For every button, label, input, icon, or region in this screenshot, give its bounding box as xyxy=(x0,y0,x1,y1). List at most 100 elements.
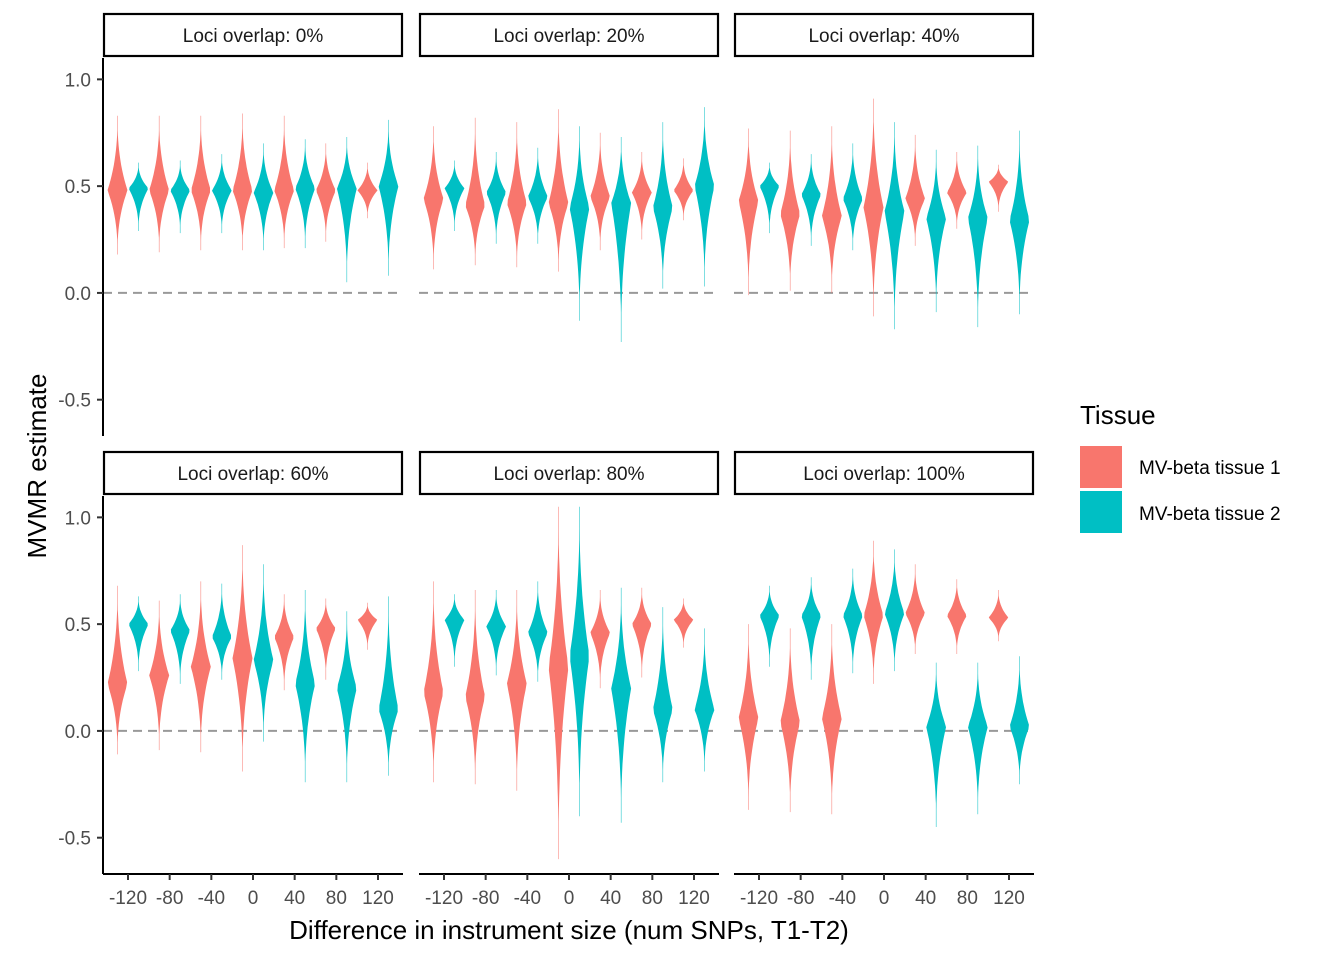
x-tick-label: 120 xyxy=(993,888,1025,909)
violin-tissue-1 xyxy=(780,628,800,813)
violin-tissue-2 xyxy=(486,152,506,244)
violin-tissue-2 xyxy=(1010,656,1029,785)
violin-tissue-2 xyxy=(926,662,946,827)
violin-tissue-2 xyxy=(295,590,315,783)
violin-tissue-1 xyxy=(423,126,444,270)
violin-tissue-1 xyxy=(149,600,170,751)
violin-tissue-2 xyxy=(801,577,821,680)
y-tick-label: 0.5 xyxy=(65,177,91,198)
violin-tissue-1 xyxy=(507,590,527,791)
violin-tissue-2 xyxy=(528,147,548,244)
y-tick-label: 1.0 xyxy=(65,70,91,91)
violin-tissue-1 xyxy=(738,128,759,296)
x-tick-label: 40 xyxy=(915,888,936,909)
facet-strip xyxy=(733,450,1035,496)
facet-strip-label: Loci overlap: 80% xyxy=(493,464,644,485)
violin-tissue-2 xyxy=(570,506,589,817)
violin-tissue-2 xyxy=(129,162,148,231)
violin-tissue-1 xyxy=(316,143,336,242)
x-tick-label: 0 xyxy=(248,888,259,909)
x-tick-label: -40 xyxy=(829,888,856,909)
violin-tissue-2 xyxy=(569,126,590,321)
violin-tissue-2 xyxy=(212,583,231,680)
violin-tissue-1 xyxy=(905,564,925,654)
violin-tissue-1 xyxy=(947,579,967,654)
violin-tissue-1 xyxy=(864,540,883,684)
facet-strip-label: Loci overlap: 0% xyxy=(183,26,324,47)
violin-tissue-2 xyxy=(884,122,905,330)
facet-panel: Loci overlap: 80% xyxy=(418,450,720,860)
violin-tissue-2 xyxy=(129,596,148,672)
violin-tissue-1 xyxy=(357,602,378,650)
violin-tissue-1 xyxy=(191,115,210,251)
violin-tissue-1 xyxy=(190,581,211,753)
violin-tissue-2 xyxy=(253,564,274,742)
x-tick-label: -120 xyxy=(740,888,778,909)
facet-strip xyxy=(418,12,720,58)
violin-tissue-1 xyxy=(149,115,169,253)
x-tick-label: -40 xyxy=(514,888,541,909)
violin-tissue-2 xyxy=(378,119,399,276)
violin-tissue-1 xyxy=(357,162,378,219)
facet-strip-label: Loci overlap: 100% xyxy=(803,464,965,485)
y-tick-label: -0.5 xyxy=(58,391,91,412)
x-tick-label: 0 xyxy=(879,888,890,909)
violin-tissue-2 xyxy=(170,594,190,684)
facet-strip xyxy=(102,450,404,496)
violin-tissue-2 xyxy=(760,162,779,234)
x-tick-label: 40 xyxy=(600,888,621,909)
facet-panel: Loci overlap: 0% xyxy=(102,12,404,294)
y-tick-label: 0.0 xyxy=(65,722,91,743)
legend-title: Tissue xyxy=(1080,400,1156,430)
facet-strip-label: Loci overlap: 20% xyxy=(493,26,644,47)
violin-tissue-2 xyxy=(653,122,673,289)
violin-tissue-1 xyxy=(316,598,336,680)
violin-tissue-1 xyxy=(232,545,253,772)
violin-tissue-2 xyxy=(486,590,506,676)
violin-tissue-1 xyxy=(465,117,485,266)
violin-tissue-1 xyxy=(738,624,759,810)
legend-key-tissue-1 xyxy=(1080,446,1122,488)
violin-tissue-1 xyxy=(780,130,800,291)
violin-tissue-2 xyxy=(337,137,357,283)
legend-key-tissue-2 xyxy=(1080,491,1122,533)
violin-tissue-2 xyxy=(611,137,632,342)
violin-tissue-1 xyxy=(631,152,652,240)
violin-tissue-1 xyxy=(988,164,1009,212)
facet-strip-label: Loci overlap: 40% xyxy=(808,26,959,47)
violin-tissue-1 xyxy=(465,590,485,785)
violin-tissue-2 xyxy=(528,581,548,682)
violin-tissue-2 xyxy=(968,662,988,815)
facet-strip xyxy=(733,12,1035,58)
x-tick-label: 80 xyxy=(642,888,663,909)
violin-tissue-2 xyxy=(760,585,779,667)
violin-tissue-2 xyxy=(968,145,988,328)
violin-tissue-1 xyxy=(947,152,967,229)
violin-tissue-2 xyxy=(926,149,946,313)
x-tick-label: -80 xyxy=(156,888,183,909)
facet-strip xyxy=(418,450,720,496)
facet-panel: Loci overlap: 100% xyxy=(733,450,1035,827)
facet-strip xyxy=(102,12,404,58)
violin-tissue-2 xyxy=(695,107,714,287)
violin-tissue-1 xyxy=(107,115,128,255)
x-tick-label: -80 xyxy=(787,888,814,909)
violin-tissue-1 xyxy=(674,158,693,221)
violin-tissue-2 xyxy=(444,160,465,231)
violin-tissue-1 xyxy=(548,506,569,860)
violin-tissue-1 xyxy=(673,598,694,648)
violin-tissue-2 xyxy=(337,611,357,783)
violin-tissue-1 xyxy=(590,590,610,689)
violin-tissue-1 xyxy=(424,581,443,783)
facet-panel: Loci overlap: 40% xyxy=(733,12,1035,330)
violin-tissue-2 xyxy=(843,143,863,251)
violin-tissue-1 xyxy=(274,115,294,249)
x-tick-label: -40 xyxy=(198,888,225,909)
legend-label-tissue-2: MV-beta tissue 2 xyxy=(1139,504,1281,525)
violin-tissue-2 xyxy=(801,154,821,246)
axes: -0.5 0.0 0.5 1.0 -0.5 0.0 0.5 1.0 -120 -80 -40 0 40 8… xyxy=(58,58,1034,909)
facet-panels: Loci overlap: 0% Loci overlap: 20% Loci ov… xyxy=(102,12,1035,860)
y-tick-label: 1.0 xyxy=(65,508,91,529)
facet-strip-label: Loci overlap: 60% xyxy=(177,464,328,485)
